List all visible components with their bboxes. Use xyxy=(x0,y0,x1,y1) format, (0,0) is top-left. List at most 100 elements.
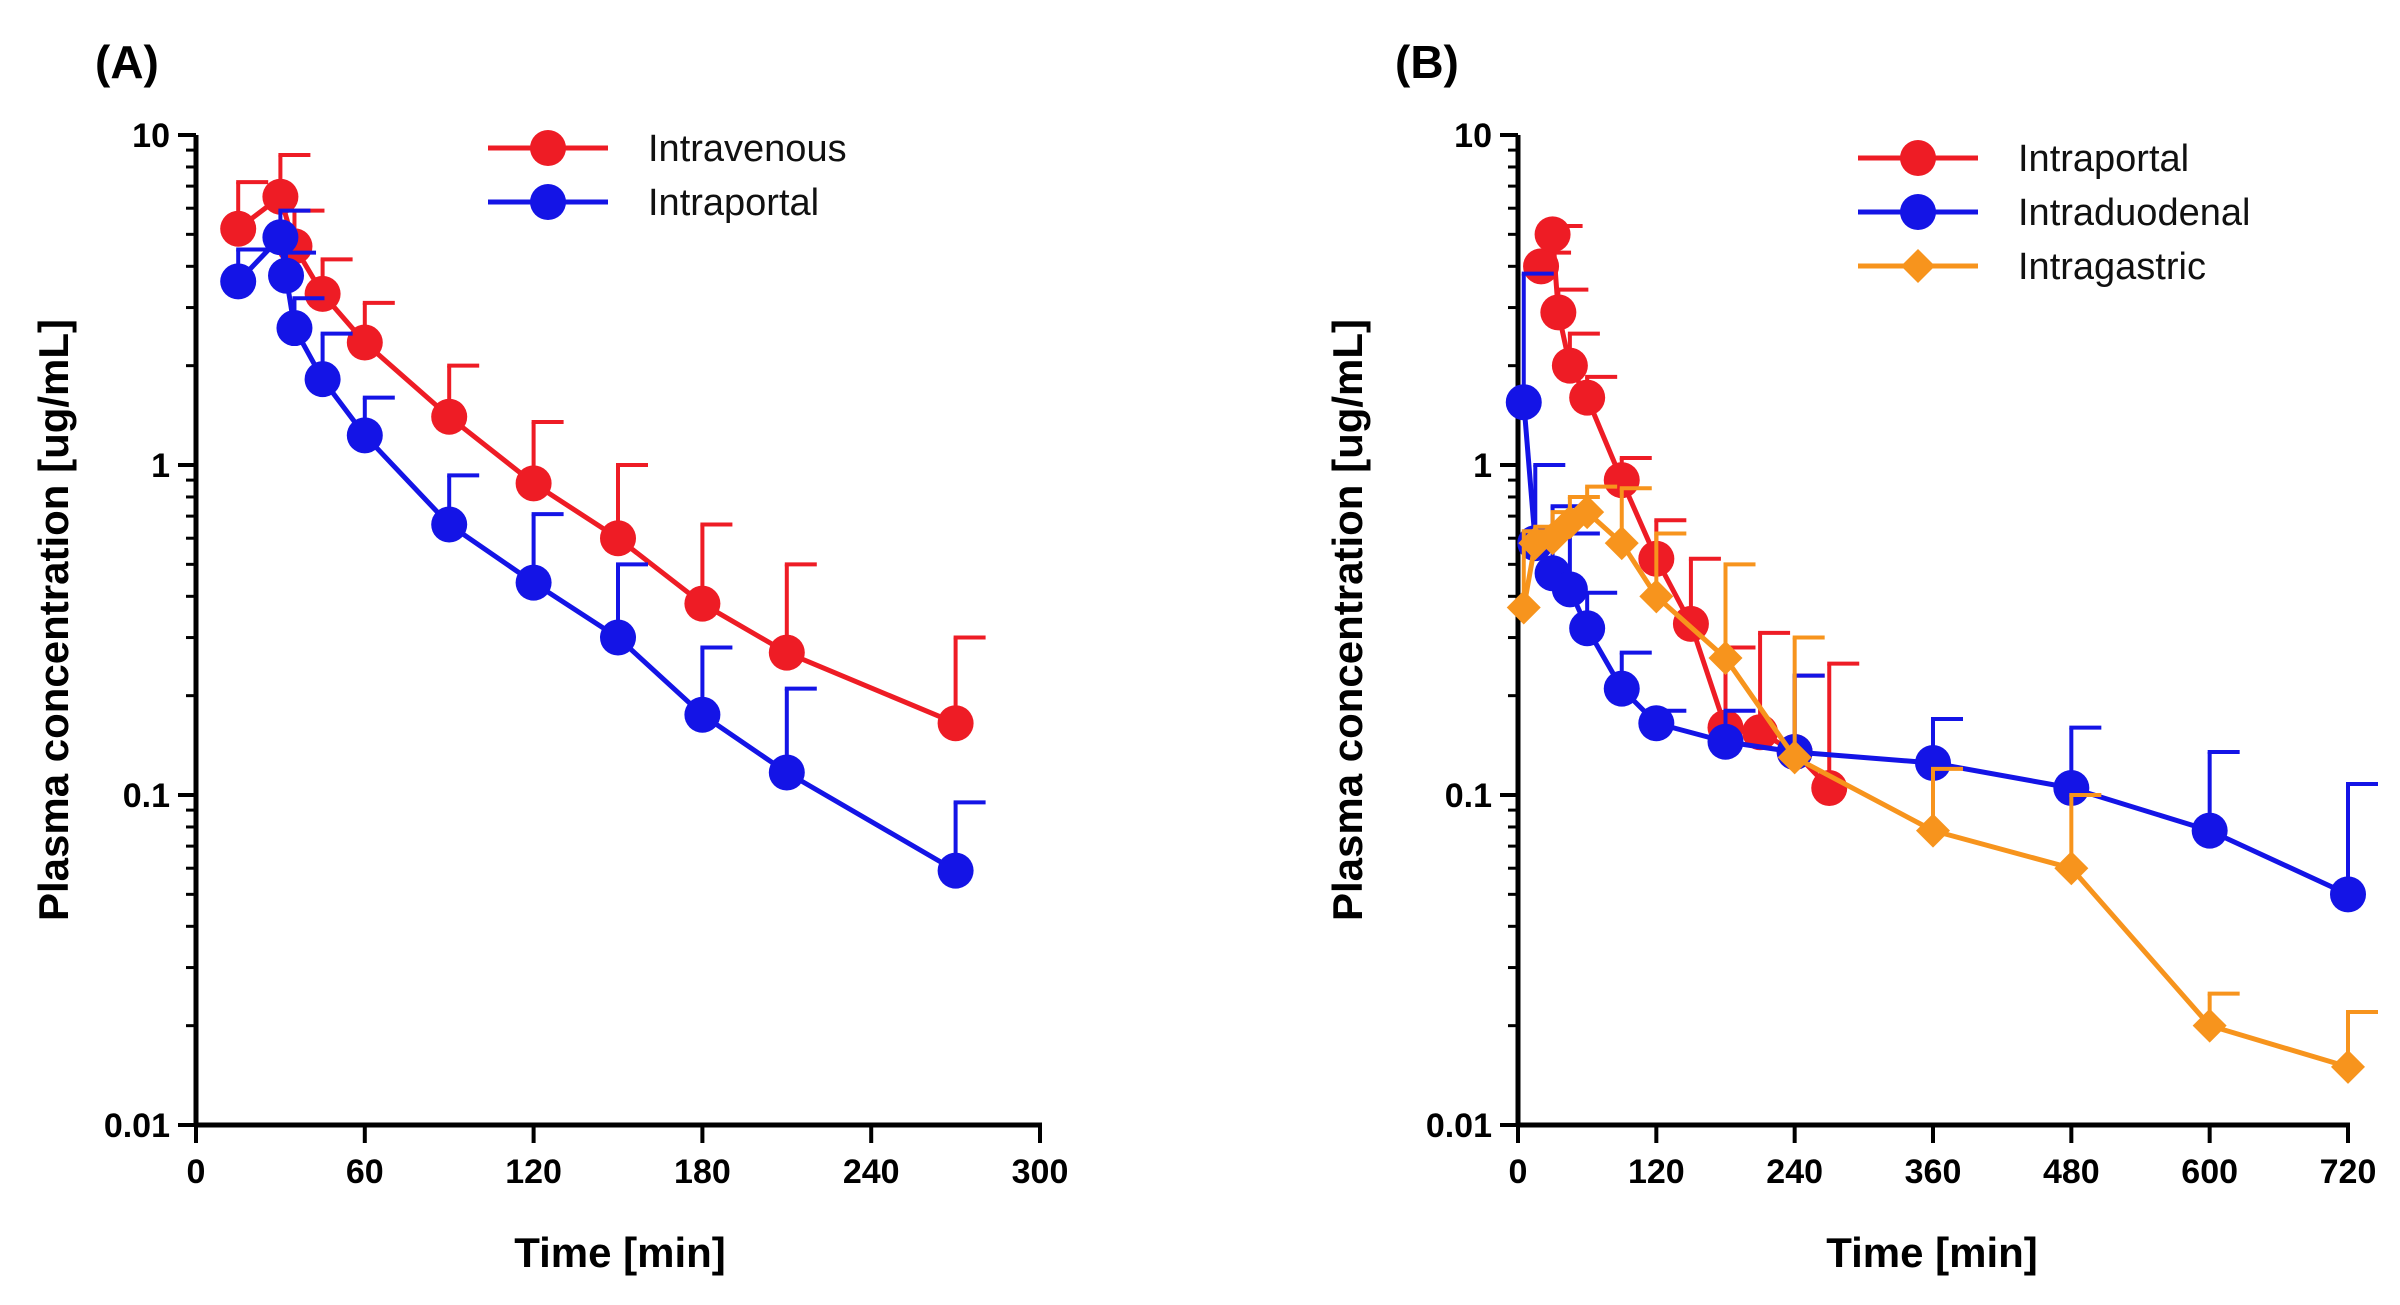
data-point xyxy=(2053,770,2090,807)
data-point xyxy=(1506,590,1541,625)
y-tick-label: 1 xyxy=(151,447,170,485)
x-tick-label: 600 xyxy=(2181,1153,2238,1191)
legend-marker xyxy=(1900,140,1936,176)
data-point xyxy=(2054,851,2089,886)
legend-item-intravenous: Intravenous xyxy=(488,128,847,170)
x-tick-label: 240 xyxy=(1766,1153,1823,1191)
x-tick-label: 120 xyxy=(505,1153,562,1191)
data-point xyxy=(1604,526,1639,561)
y-tick-label: 10 xyxy=(132,117,170,155)
data-point xyxy=(2330,876,2366,913)
y-tick-label: 0.01 xyxy=(104,1107,170,1145)
data-point xyxy=(304,275,341,312)
data-point xyxy=(431,506,468,543)
data-point xyxy=(937,705,974,742)
data-point xyxy=(600,619,636,656)
y-axis-title-b: Plasma concentration [ug/mL] xyxy=(1324,319,1371,921)
data-point xyxy=(1534,216,1571,253)
data-point xyxy=(1638,705,1675,742)
x-tick-label: 720 xyxy=(2320,1153,2377,1191)
data-point xyxy=(1540,294,1577,331)
plot-area-a xyxy=(220,152,986,889)
data-point xyxy=(1551,571,1588,608)
legend-marker xyxy=(1901,249,1935,283)
data-point xyxy=(768,754,805,791)
data-point xyxy=(262,178,299,215)
data-point xyxy=(1603,670,1640,707)
data-point xyxy=(2192,1008,2227,1043)
x-tick-label: 0 xyxy=(1509,1153,1528,1191)
y-axis-title-a: Plasma concentration [ug/mL] xyxy=(30,319,77,921)
data-point xyxy=(346,417,383,454)
x-axis-title-a: Time [min] xyxy=(514,1229,726,1276)
legend-label: Intragastric xyxy=(2018,246,2206,288)
y-tick-label: 0.01 xyxy=(1426,1107,1492,1145)
data-point xyxy=(431,398,468,435)
data-point xyxy=(1505,384,1542,421)
legend-item-intraduodenal: Intraduodenal xyxy=(1858,192,2250,234)
x-tick-label: 120 xyxy=(1628,1153,1685,1191)
series-intragastric xyxy=(1506,484,2378,1084)
y-tick-label: 0.1 xyxy=(123,777,170,815)
data-point xyxy=(515,465,552,502)
x-tick-label: 480 xyxy=(2043,1153,2100,1191)
data-point xyxy=(600,520,636,557)
data-point xyxy=(276,310,313,347)
data-point xyxy=(304,361,341,398)
axes-b: 0.01 0.1 1 10 0 120 240 360 480 600 720 xyxy=(1426,117,2377,1191)
legend-marker xyxy=(1900,194,1936,230)
data-point xyxy=(1707,723,1744,760)
legend-label: Intraduodenal xyxy=(2018,192,2250,234)
data-point xyxy=(268,257,305,294)
legend-label: Intravenous xyxy=(648,128,847,170)
y-tick-label: 1 xyxy=(1473,447,1492,485)
panel-label-a: (A) xyxy=(95,36,159,88)
x-tick-label: 300 xyxy=(1012,1153,1069,1191)
data-point xyxy=(2191,812,2228,849)
data-point xyxy=(1777,740,1812,775)
legend-item-intraportal: Intraportal xyxy=(488,182,819,224)
series-line-intravenous xyxy=(236,194,957,726)
data-point xyxy=(1570,495,1605,530)
data-point xyxy=(1916,813,1950,848)
series-intraduodenal xyxy=(1505,271,2378,913)
x-tick-label: 240 xyxy=(843,1153,900,1191)
data-point xyxy=(684,696,721,733)
data-point xyxy=(1915,745,1951,782)
data-point xyxy=(1639,579,1674,614)
data-point xyxy=(2331,1049,2365,1084)
series-intraportal xyxy=(220,208,986,889)
x-tick-label: 360 xyxy=(1905,1153,1962,1191)
data-point xyxy=(937,852,974,889)
data-point xyxy=(1569,610,1606,647)
data-point xyxy=(1708,641,1743,676)
x-tick-label: 0 xyxy=(187,1153,206,1191)
legend-marker xyxy=(530,184,566,220)
data-point xyxy=(768,634,805,671)
x-axis-title-b: Time [min] xyxy=(1826,1229,2038,1276)
panel-a: (A) Plasma concentration [ug/mL] Time [m… xyxy=(30,36,1068,1276)
series-intravenous xyxy=(220,152,986,742)
data-point xyxy=(346,324,383,361)
legend-marker xyxy=(530,130,566,166)
panel-b: (B) Plasma concentration [ug/mL] Time [m… xyxy=(1324,36,2378,1276)
data-point xyxy=(220,210,257,247)
x-tick-label: 180 xyxy=(674,1153,731,1191)
y-tick-label: 0.1 xyxy=(1445,777,1492,815)
legend-item-intraportal: Intraportal xyxy=(1858,138,2189,180)
legend-label: Intraportal xyxy=(2018,138,2189,180)
plot-area-b xyxy=(1505,216,2378,1084)
data-point xyxy=(1569,379,1606,416)
y-tick-label: 10 xyxy=(1454,117,1492,155)
data-point xyxy=(220,263,257,300)
data-point xyxy=(515,564,552,601)
data-point xyxy=(262,219,299,256)
legend-item-intragastric: Intragastric xyxy=(1858,246,2206,288)
legend-a: Intravenous Intraportal xyxy=(488,128,847,224)
axes-a: 0.01 0.1 1 10 0 60 120 180 240 300 xyxy=(104,117,1069,1191)
legend-b: Intraportal Intraduodenal Intragastric xyxy=(1858,138,2250,288)
data-point xyxy=(684,585,721,622)
x-tick-label: 60 xyxy=(346,1153,384,1191)
data-point xyxy=(1523,248,1560,285)
